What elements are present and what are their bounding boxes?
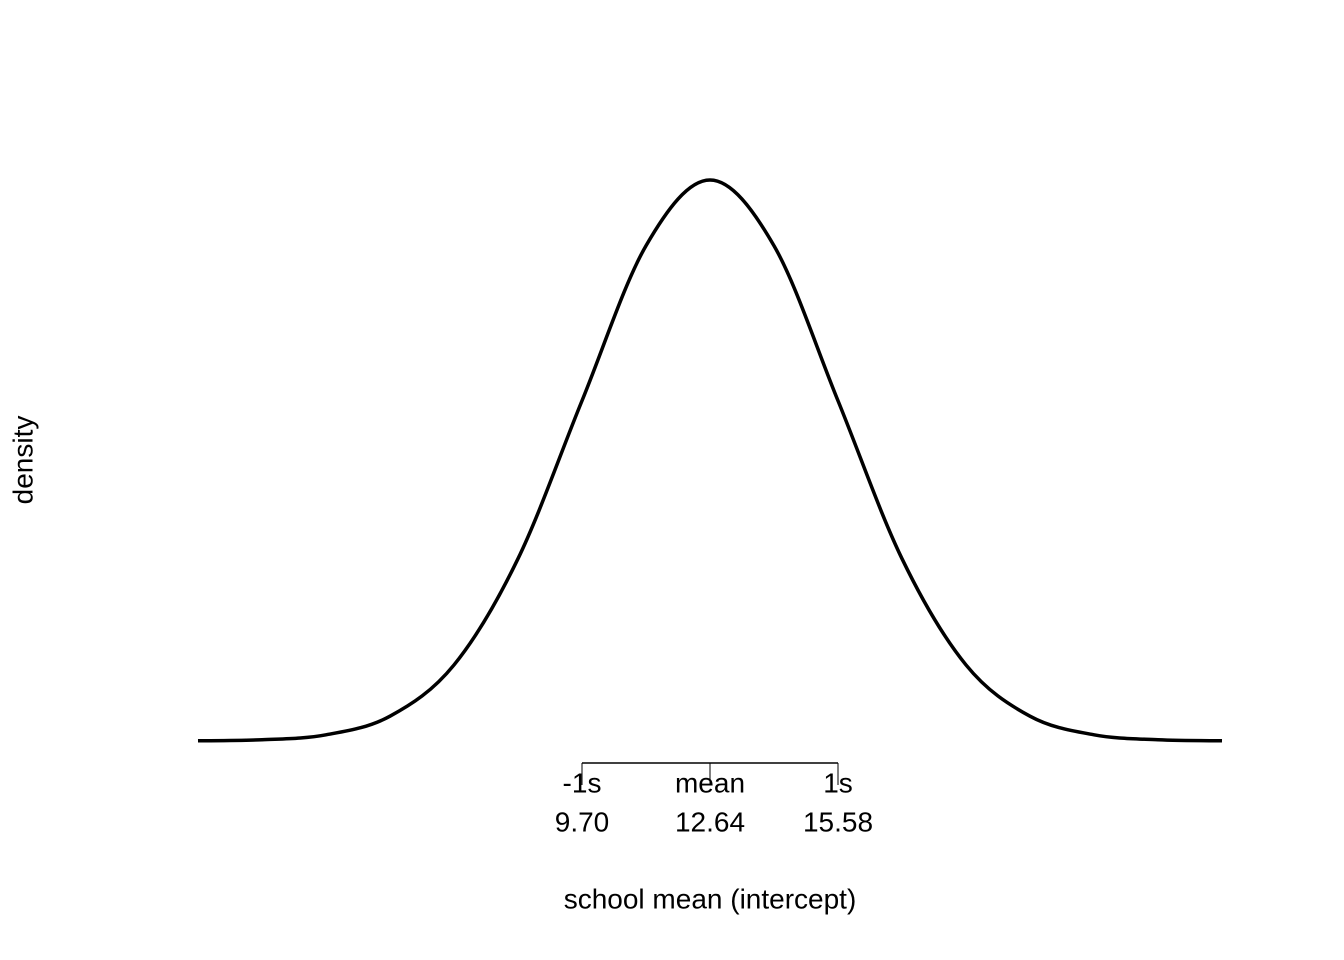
x-tick-label: mean — [675, 767, 745, 798]
x-tick-label: -1s — [563, 767, 602, 798]
x-tick-number: 12.64 — [675, 806, 745, 837]
x-axis-label: school mean (intercept) — [564, 883, 857, 914]
y-axis-label: density — [7, 416, 38, 505]
density-curve — [197, 178, 1223, 743]
x-tick-number: 15.58 — [803, 806, 873, 837]
x-tick-number: 9.70 — [555, 806, 610, 837]
x-tick-label: 1s — [823, 767, 853, 798]
